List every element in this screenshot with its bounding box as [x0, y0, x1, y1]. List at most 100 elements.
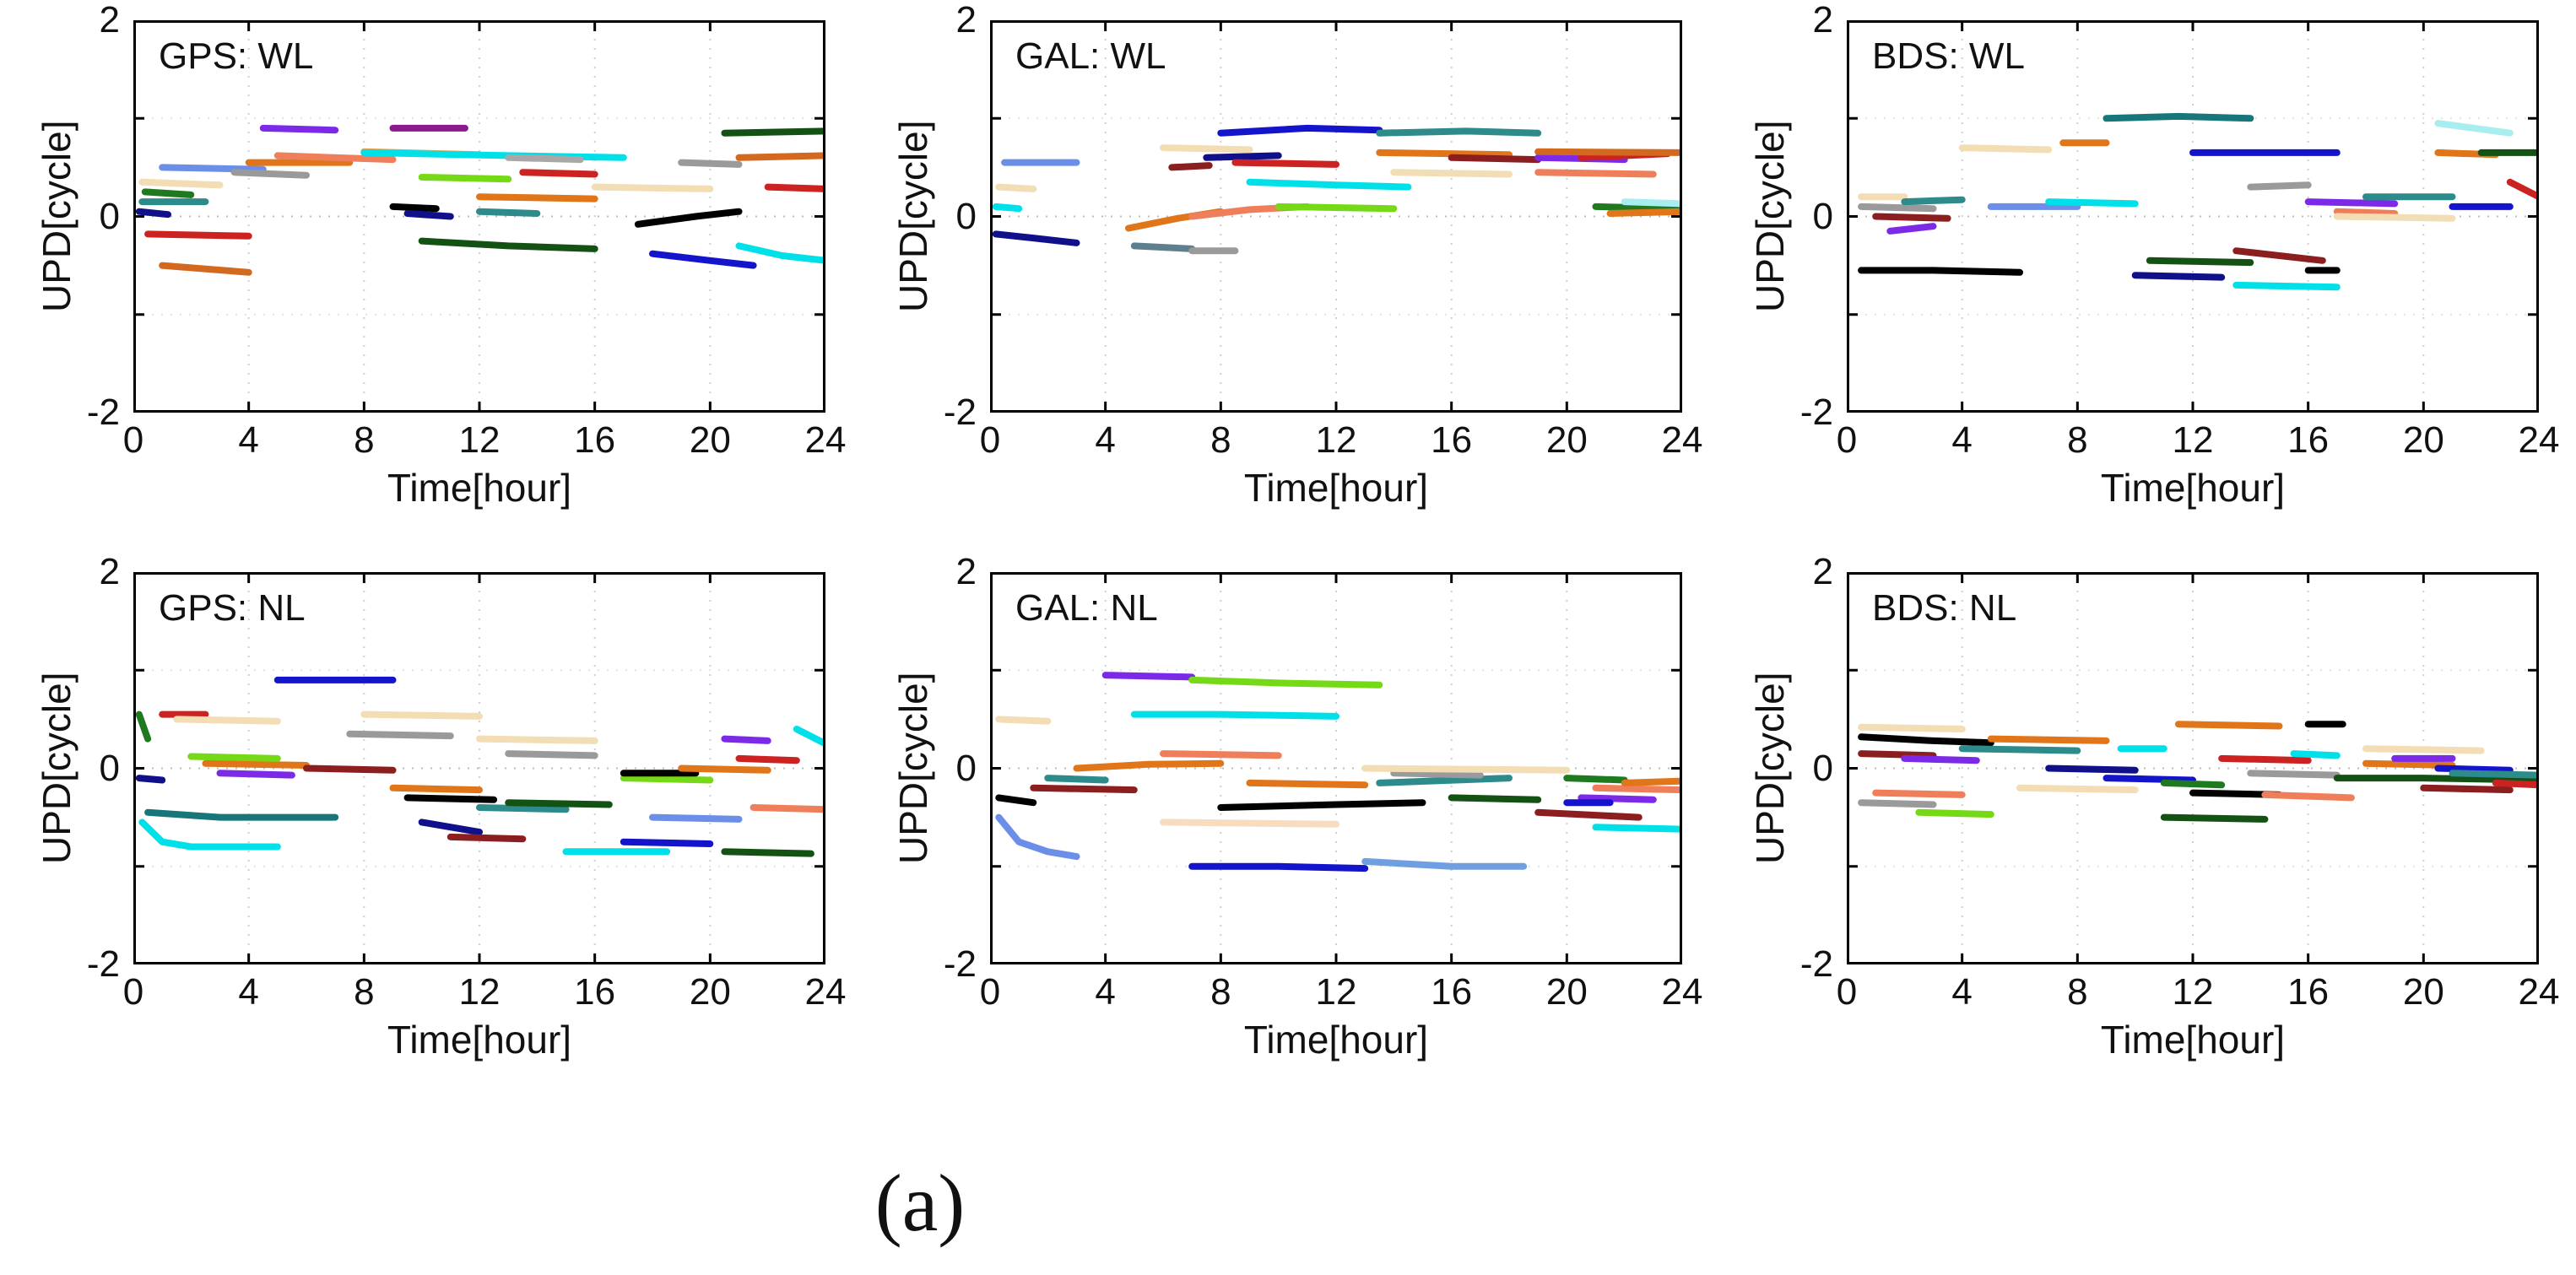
- x-tick-label: 12: [1315, 971, 1357, 1013]
- upd-segment-27: [735, 152, 825, 161]
- x-tick-label: 24: [2518, 419, 2560, 461]
- panel-title: GPS: NL: [159, 587, 306, 629]
- y-tick-label: 2: [955, 551, 977, 592]
- upd-segment-15: [2160, 779, 2226, 789]
- upd-segment-22: [476, 208, 541, 217]
- upd-segment-4: [141, 188, 195, 198]
- upd-segment-13: [2146, 257, 2254, 267]
- x-tick-label: 16: [574, 419, 616, 461]
- plot-area: BDS: WL: [1847, 20, 2539, 413]
- upd-segment-12: [1217, 799, 1426, 811]
- x-tick-label: 24: [804, 971, 847, 1013]
- x-axis-label: Time[hour]: [2100, 466, 2286, 510]
- y-tick-label: 0: [99, 747, 120, 789]
- upd-segment-17: [1390, 770, 1484, 779]
- upd-segment-21: [505, 750, 598, 759]
- upd-segment-16: [1376, 149, 1513, 159]
- upd-segment-3: [992, 203, 1023, 213]
- upd-segment-4: [995, 183, 1037, 192]
- upd-segment-21: [2333, 213, 2456, 222]
- upd-segment-8: [230, 169, 310, 179]
- upd-segment-6: [173, 716, 281, 725]
- upd-segment-15: [2232, 247, 2326, 264]
- x-axis-label: Time[hour]: [387, 1018, 572, 1062]
- y-tick-label: 2: [99, 551, 120, 592]
- x-tick-labels: 0 4 8 12 16 20 24: [1837, 413, 2560, 461]
- upd-segment-17: [2232, 281, 2341, 291]
- upd-segment-13: [360, 710, 483, 720]
- x-tick-label: 0: [979, 419, 1001, 461]
- x-tick-label: 0: [1836, 419, 1858, 461]
- y-axis-label: UPD[cycle]: [1748, 672, 1792, 865]
- upd-segment-24: [1606, 208, 1682, 217]
- upd-segment-6: [1901, 754, 1980, 764]
- y-tick-labels: 2 0 -2: [78, 0, 133, 433]
- axis-box: [133, 572, 825, 964]
- upd-segment-7: [1168, 162, 1213, 171]
- y-tick-labels: 2 0 -2: [934, 551, 990, 985]
- y-tick-labels: 2 0 -2: [934, 0, 990, 433]
- upd-segment-27: [721, 735, 771, 744]
- upd-segment-15: [1376, 127, 1542, 137]
- plot-area: GAL: NL: [990, 572, 1682, 964]
- x-tick-label: 24: [804, 419, 847, 461]
- x-tick-label: 12: [458, 971, 501, 1013]
- upd-segment-11: [1160, 818, 1339, 828]
- chart-panel-bds-wl: UPD[cycle] 2 0 -2 BDS: WL 0 4 8 12 16 20 24 Time…: [1747, 0, 2576, 510]
- chart-svg: [133, 572, 825, 964]
- upd-segment-2: [1858, 750, 1937, 759]
- x-axis-label: Time[hour]: [2100, 1018, 2286, 1062]
- upd-segment-29: [750, 804, 825, 813]
- y-axis-label: UPD[cycle]: [35, 120, 78, 313]
- chart-svg: [133, 20, 825, 413]
- plot-area: GPS: NL: [133, 572, 825, 964]
- upd-segment-25: [649, 813, 743, 823]
- upd-segment-3: [995, 813, 1080, 861]
- upd-segment-9: [1073, 759, 1225, 772]
- y-tick-label: 0: [1812, 195, 1833, 237]
- x-tick-label: 20: [1545, 419, 1588, 461]
- axis-box: [133, 20, 825, 413]
- upd-segment-23: [591, 183, 714, 192]
- y-tick-label: 2: [955, 0, 977, 41]
- upd-segment-20: [2333, 208, 2399, 217]
- upd-segment-10: [1160, 750, 1282, 759]
- upd-segment-25: [2506, 178, 2539, 201]
- chart-panel-gal-wl: UPD[cycle] 2 0 -2 GAL: WL 0 4 8 12 16 20 24 Time…: [890, 0, 1747, 510]
- upd-segment-4: [1872, 213, 1951, 222]
- figure-caption: (a): [874, 1158, 966, 1248]
- upd-segment-3: [144, 808, 339, 821]
- upd-segment-23: [2333, 775, 2539, 784]
- upd-segment-15: [1246, 779, 1369, 789]
- upd-segment-18: [2218, 754, 2312, 764]
- axis-box: [1847, 572, 2539, 964]
- upd-segment-5: [1130, 242, 1196, 252]
- x-tick-label: 16: [2287, 971, 2330, 1013]
- upd-segment-5: [144, 230, 252, 240]
- upd-segment-9: [259, 124, 339, 134]
- upd-segment-6: [159, 262, 252, 276]
- axis-box: [990, 20, 1682, 413]
- upd-segment-20: [519, 169, 598, 178]
- upd-segment-13: [1274, 203, 1398, 213]
- x-tick-label: 4: [238, 419, 259, 461]
- upd-segment-18: [403, 210, 454, 220]
- upd-segment-29: [2492, 779, 2539, 789]
- x-tick-label: 8: [354, 419, 375, 461]
- upd-segment-21: [1592, 784, 1682, 794]
- x-tick-label: 0: [979, 971, 1001, 1013]
- x-tick-label: 8: [1210, 419, 1231, 461]
- y-tick-labels: 2 0 -2: [78, 551, 133, 985]
- upd-segment-16: [2174, 721, 2283, 730]
- plot-area: GAL: WL: [990, 20, 1682, 413]
- upd-segment-16: [418, 237, 598, 252]
- upd-segment-11: [1160, 144, 1253, 154]
- y-tick-label: -2: [1799, 392, 1833, 433]
- x-tick-label: 12: [1315, 419, 1357, 461]
- upd-segment-32: [678, 764, 771, 774]
- upd-segment-5: [1886, 223, 1937, 235]
- upd-segment-20: [1534, 808, 1642, 821]
- upd-segment-13: [1188, 862, 1369, 873]
- x-tick-label: 4: [238, 971, 259, 1013]
- x-tick-label: 12: [458, 419, 501, 461]
